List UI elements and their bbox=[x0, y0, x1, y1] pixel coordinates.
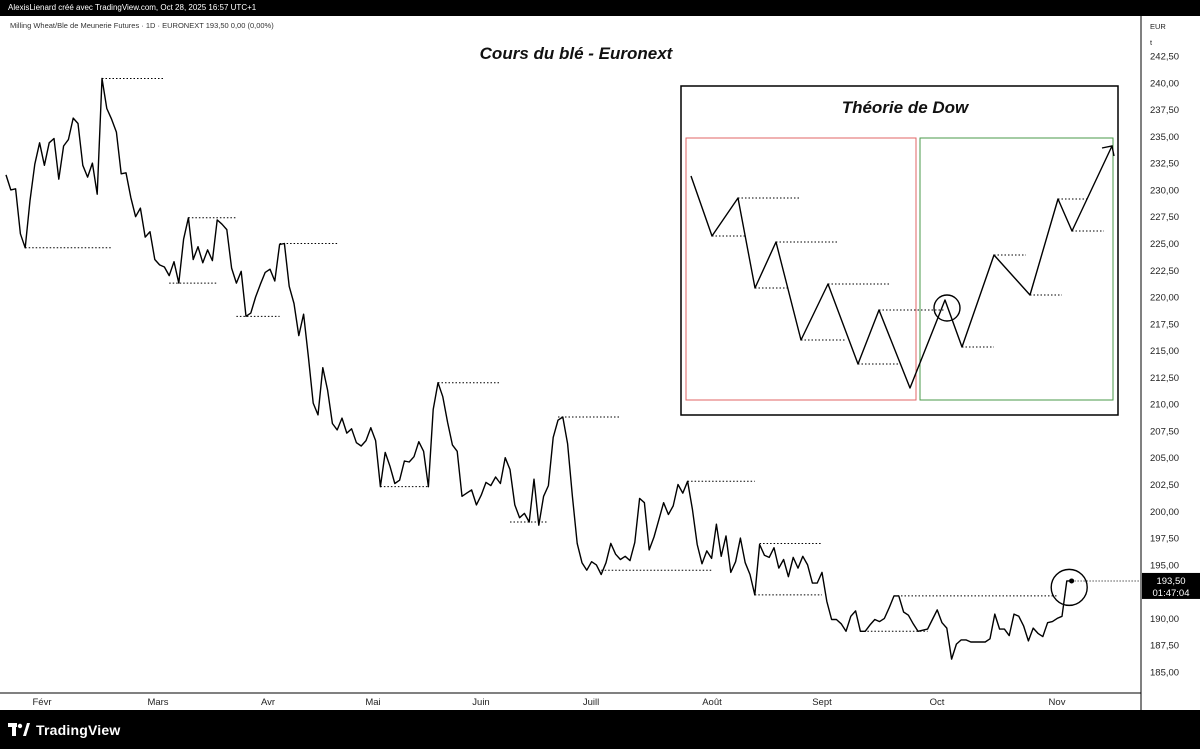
tradingview-logo[interactable]: TradingView bbox=[8, 720, 120, 740]
time-tick-label: Avr bbox=[261, 697, 275, 708]
price-tick-label: 232,50 bbox=[1150, 159, 1179, 170]
time-tick-label: Févr bbox=[33, 697, 52, 708]
price-tick-label: 187,50 bbox=[1150, 641, 1179, 652]
dow-theory-inset: Théorie de Dow bbox=[680, 85, 1119, 416]
breakout-annotation bbox=[1050, 568, 1088, 607]
price-tick-label: 222,50 bbox=[1150, 266, 1179, 277]
price-series-line bbox=[5, 77, 1072, 660]
attribution-bar: AlexisLienard créé avec TradingView.com,… bbox=[0, 0, 1200, 16]
tradingview-logo-text: TradingView bbox=[36, 722, 121, 738]
price-tick-label: 225,00 bbox=[1150, 239, 1179, 250]
tradingview-logo-icon bbox=[8, 723, 30, 736]
chart-title: Cours du blé - Euronext bbox=[480, 44, 674, 63]
time-tick-label: Oct bbox=[930, 697, 945, 708]
price-tick-label: 195,00 bbox=[1150, 560, 1179, 571]
unit-label: t bbox=[1150, 38, 1153, 47]
price-tick-label: 207,50 bbox=[1150, 426, 1179, 437]
price-tick-label: 240,00 bbox=[1150, 78, 1179, 89]
support-resistance-levels bbox=[25, 77, 1058, 632]
time-tick-label: Nov bbox=[1049, 697, 1066, 708]
price-tick-label: 185,00 bbox=[1150, 668, 1179, 679]
symbol-line: Milling Wheat/Ble de Meunerie Futures · … bbox=[10, 21, 274, 30]
price-tick-label: 237,50 bbox=[1150, 105, 1179, 116]
last-price-value: 193,50 bbox=[1156, 576, 1185, 587]
price-tick-label: 230,00 bbox=[1150, 185, 1179, 196]
breakout-circle bbox=[1050, 568, 1088, 607]
price-ticks: 242,50 240,00 237,50 235,00 232,50 230,00 227,… bbox=[1150, 52, 1179, 679]
inset-title: Théorie de Dow bbox=[842, 98, 970, 117]
uptrend-box bbox=[919, 137, 1114, 401]
currency-label: EUR bbox=[1150, 22, 1166, 31]
time-tick-label: Juill bbox=[583, 697, 599, 708]
chart-area[interactable]: Milling Wheat/Ble de Meunerie Futures · … bbox=[0, 16, 1200, 710]
price-tick-label: 235,00 bbox=[1150, 132, 1179, 143]
price-tick-label: 227,50 bbox=[1150, 212, 1179, 223]
time-tick-label: Mai bbox=[365, 697, 380, 708]
time-tick-label: Sept bbox=[812, 697, 832, 708]
time-tick-label: Juin bbox=[472, 697, 489, 708]
price-tick-label: 217,50 bbox=[1150, 319, 1179, 330]
dow-levels bbox=[712, 197, 1104, 365]
price-tick-label: 210,00 bbox=[1150, 400, 1179, 411]
inset-frame bbox=[680, 85, 1119, 416]
price-tick-label: 200,00 bbox=[1150, 507, 1179, 518]
dow-arrowhead bbox=[1101, 145, 1115, 157]
price-tick-label: 197,50 bbox=[1150, 534, 1179, 545]
time-ticks: Févr Mars Avr Mai Juin Juill Août Sept Oct Nov bbox=[33, 697, 1066, 708]
attribution-text: AlexisLienard créé avec TradingView.com,… bbox=[8, 3, 257, 12]
price-chart[interactable]: Milling Wheat/Ble de Meunerie Futures · … bbox=[0, 16, 1200, 710]
price-tick-label: 205,00 bbox=[1150, 453, 1179, 464]
price-tick-label: 212,50 bbox=[1150, 373, 1179, 384]
dow-breakout-circle bbox=[933, 294, 961, 322]
bar-countdown: 01:47:04 bbox=[1153, 588, 1190, 599]
time-tick-label: Août bbox=[702, 697, 722, 708]
last-price-badge bbox=[1142, 572, 1200, 599]
downtrend-box bbox=[685, 137, 917, 401]
time-tick-label: Mars bbox=[147, 697, 168, 708]
last-price-label: 193,50 01:47:04 bbox=[1142, 572, 1200, 599]
footer-bar: TradingView bbox=[0, 710, 1200, 749]
price-tick-label: 202,50 bbox=[1150, 480, 1179, 491]
price-tick-label: 242,50 bbox=[1150, 52, 1179, 63]
price-tick-label: 220,00 bbox=[1150, 293, 1179, 304]
price-tick-label: 215,00 bbox=[1150, 346, 1179, 357]
price-tick-label: 190,00 bbox=[1150, 614, 1179, 625]
